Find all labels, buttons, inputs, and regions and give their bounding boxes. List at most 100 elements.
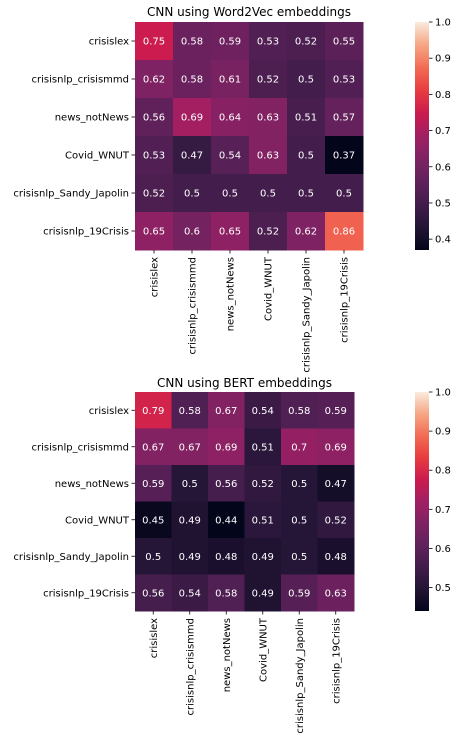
cell-value-label: 0.58: [181, 37, 203, 48]
colorbar-tick-label: 0.4: [435, 235, 451, 246]
x-tick-label: crisislex: [149, 618, 160, 658]
heatmap-cell: [173, 22, 212, 61]
cell-value-label: 0.56: [143, 113, 165, 124]
y-tick-label: Covid_WNUT: [65, 515, 130, 526]
heatmap-cell: [211, 174, 250, 213]
heatmap-cell: [249, 174, 288, 213]
heatmap-cell: [211, 22, 250, 61]
heatmap-cell: [208, 465, 245, 502]
heatmap-cell: [317, 538, 355, 575]
cell-value-label: 0.5: [260, 189, 276, 200]
heatmap-cell: [317, 574, 355, 612]
colorbar-tick-label: 0.7: [435, 126, 451, 137]
heatmap-cell: [244, 574, 282, 612]
heatmap-cell: [135, 538, 172, 575]
cell-value-label: 0.69: [325, 442, 347, 453]
cell-value-label: 0.49: [252, 588, 274, 599]
heatmap-cell: [135, 574, 172, 612]
heatmap-cell: [171, 428, 209, 466]
x-tick-label: Covid_WNUT: [264, 256, 275, 321]
heatmap-cell: [211, 136, 250, 175]
heatmap-cell: [317, 428, 355, 466]
cell-value-label: 0.49: [252, 552, 274, 563]
cell-value-label: 0.52: [252, 479, 274, 490]
heatmap-cell: [281, 392, 318, 429]
cell-value-label: 0.53: [257, 37, 279, 48]
heatmap-cell: [135, 22, 174, 61]
cell-value-label: 0.49: [179, 515, 201, 526]
x-tick-label: news_notNews: [226, 257, 237, 331]
cell-value-label: 0.59: [219, 37, 241, 48]
cell-value-label: 0.52: [295, 37, 317, 48]
cell-value-label: 0.56: [142, 588, 164, 599]
colorbar-tick-label: 1.0: [435, 18, 451, 29]
cell-value-label: 0.59: [288, 588, 310, 599]
cell-value-label: 0.5: [336, 189, 352, 200]
cell-value-label: 0.5: [291, 479, 307, 490]
heatmap-cell: [208, 392, 245, 429]
heatmap-cell: [249, 212, 288, 251]
heatmap-cell: [208, 501, 245, 539]
heatmap-cell: [135, 465, 172, 502]
x-tick-label: crisislex: [150, 257, 161, 297]
cell-value-label: 0.5: [298, 75, 314, 86]
heatmap-cell: [173, 98, 212, 137]
x-tick-label: crisisnlp_crisismmd: [185, 618, 196, 715]
cell-value-label: 0.52: [325, 515, 347, 526]
colorbar-tick-label: 0.6: [435, 162, 451, 173]
heatmap-cell: [287, 212, 326, 251]
colorbar-tick-label: 0.7: [435, 505, 451, 516]
heatmap-cell: [244, 538, 282, 575]
heatmap-cell: [249, 98, 288, 137]
heatmap-cell: [325, 174, 364, 213]
y-tick-label: crisislex: [89, 37, 129, 48]
cell-value-label: 0.63: [257, 113, 279, 124]
cell-value-label: 0.54: [179, 588, 201, 599]
heatmap-cell: [281, 428, 318, 466]
cell-value-label: 0.69: [181, 113, 203, 124]
cell-value-label: 0.56: [215, 479, 237, 490]
heatmap-cell: [135, 212, 174, 251]
heatmap-cell: [211, 60, 250, 99]
cell-value-label: 0.52: [257, 75, 279, 86]
heatmap-cell: [317, 501, 355, 539]
cell-value-label: 0.51: [252, 515, 274, 526]
y-tick-label: crisisnlp_19Crisis: [43, 588, 129, 599]
heatmap-cell: [317, 465, 355, 502]
heatmap-cell: [325, 98, 364, 137]
y-tick-label: news_notNews: [55, 479, 129, 490]
heatmap-cell: [135, 98, 174, 137]
heatmap-cell: [249, 60, 288, 99]
cell-value-label: 0.59: [142, 479, 164, 490]
colorbar-tick-label: 0.8: [435, 90, 451, 101]
colorbar-tick-label: 0.9: [435, 54, 451, 65]
y-tick-label: crisisnlp_Sandy_Japolin: [13, 189, 129, 200]
cell-value-label: 0.45: [142, 515, 164, 526]
heatmap-cell: [135, 174, 174, 213]
cell-value-label: 0.7: [291, 442, 307, 453]
heatmap-cell: [211, 98, 250, 137]
cell-value-label: 0.48: [215, 552, 237, 563]
heatmap-cell: [249, 136, 288, 175]
cell-value-label: 0.48: [325, 552, 347, 563]
cell-value-label: 0.5: [291, 515, 307, 526]
heatmap-cell: [249, 22, 288, 61]
cell-value-label: 0.53: [143, 151, 165, 162]
heatmap-cell: [281, 501, 318, 539]
heatmap-cell: [287, 174, 326, 213]
heatmap-cell: [244, 428, 282, 466]
y-tick-label: Covid_WNUT: [65, 151, 130, 162]
heatmap-cell: [244, 392, 282, 429]
cell-value-label: 0.62: [295, 227, 317, 238]
heatmap-cell: [171, 574, 209, 612]
cell-value-label: 0.51: [252, 442, 274, 453]
cell-value-label: 0.65: [143, 227, 165, 238]
heatmap-bert: CNN using BERT embeddings 0.79 0.58 0.67 0.5…: [13, 376, 450, 734]
chart-title: CNN using BERT embeddings: [157, 376, 332, 390]
cell-value-label: 0.58: [181, 75, 203, 86]
colorbar-tick-label: 0.6: [435, 544, 451, 555]
colorbar-tick-label: 0.5: [435, 583, 451, 594]
cell-value-label: 0.67: [142, 442, 164, 453]
heatmap-cell: [173, 212, 212, 251]
heatmap-cell: [171, 392, 209, 429]
